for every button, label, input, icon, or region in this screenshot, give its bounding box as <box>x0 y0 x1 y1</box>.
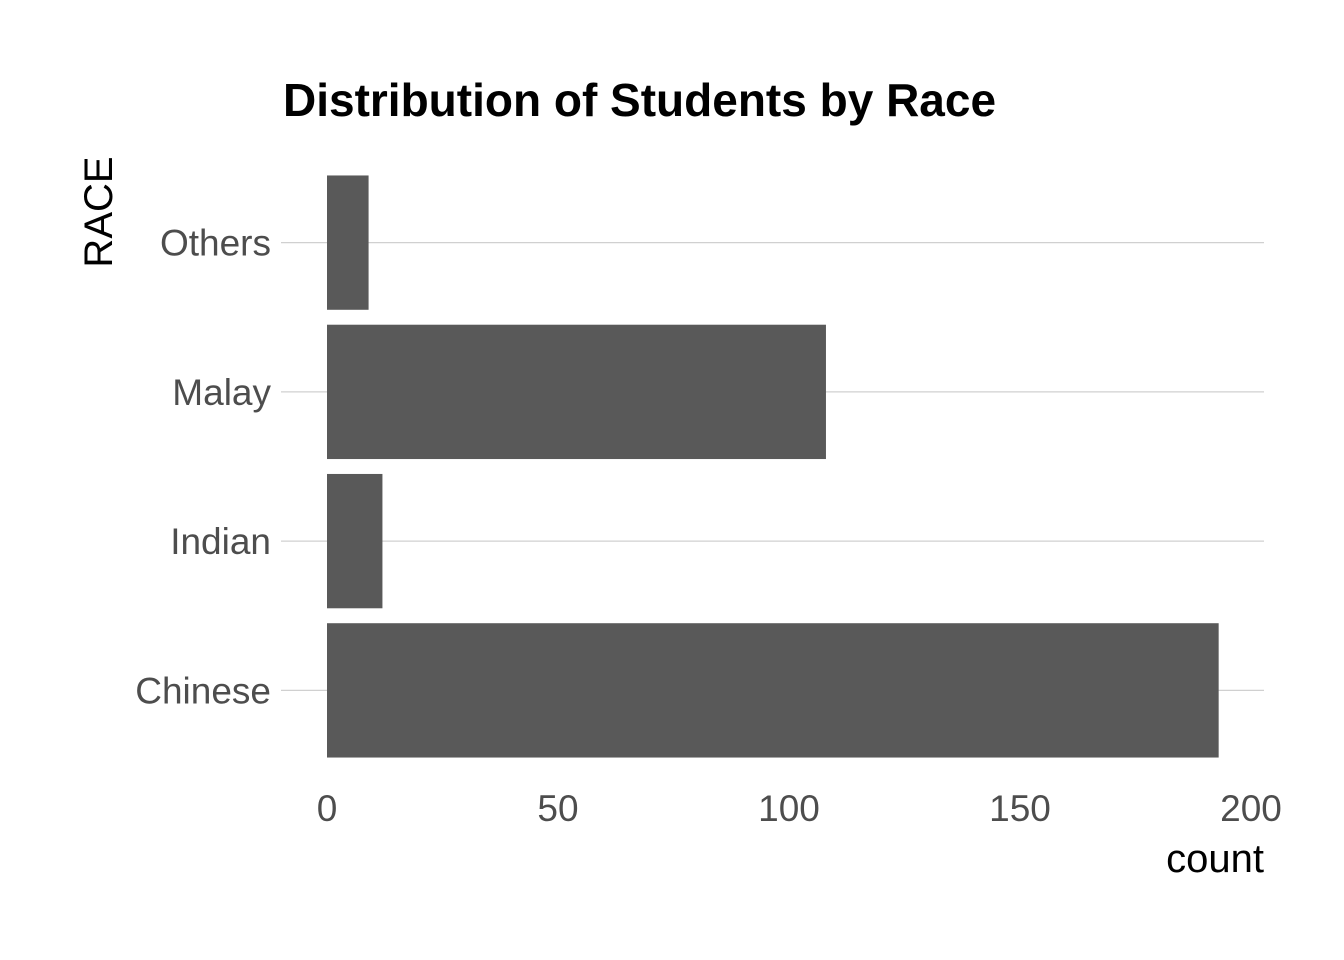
x-tick-label-0: 0 <box>317 788 338 829</box>
chart-title: Distribution of Students by Race <box>283 74 996 126</box>
y-tick-label-chinese: Chinese <box>135 670 271 711</box>
y-tick-label-indian: Indian <box>170 521 271 562</box>
bar-indian <box>327 473 383 609</box>
y-tick-label-others: Others <box>160 223 271 264</box>
bar-others <box>327 175 369 310</box>
x-axis-title: count <box>1166 837 1264 881</box>
x-tick-label-100: 100 <box>758 788 820 829</box>
x-tick-labels: 0 50 100 150 200 <box>317 788 1282 829</box>
bar-chinese <box>327 623 1219 758</box>
y-tick-label-malay: Malay <box>172 372 271 413</box>
x-tick-label-200: 200 <box>1220 788 1282 829</box>
x-tick-label-150: 150 <box>989 788 1051 829</box>
bars <box>327 175 1219 758</box>
y-tick-labels: Chinese Indian Malay Others <box>135 223 271 712</box>
bar-malay <box>327 324 826 460</box>
x-tick-label-50: 50 <box>537 788 578 829</box>
y-axis-title: RACE <box>77 156 121 267</box>
